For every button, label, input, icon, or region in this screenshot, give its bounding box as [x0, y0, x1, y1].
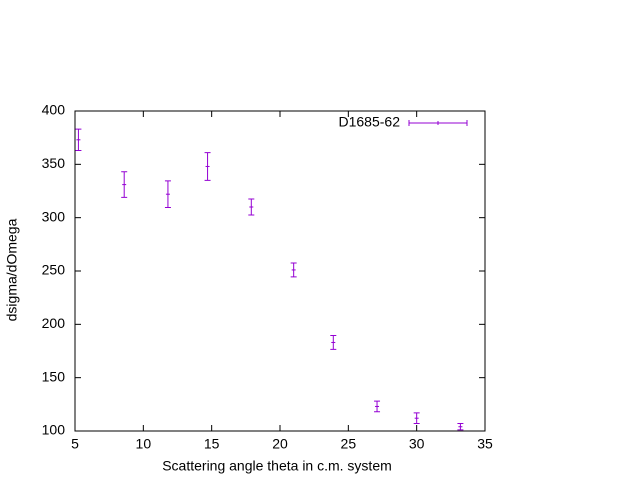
x-tick-label: 20	[272, 436, 288, 452]
x-tick-label: 35	[477, 436, 493, 452]
x-tick-label: 30	[409, 436, 425, 452]
legend-label: D1685-62	[339, 114, 401, 130]
y-axis-label: dsigma/dOmega	[4, 218, 20, 321]
y-tick-label: 350	[42, 155, 66, 171]
x-tick-label: 25	[341, 436, 357, 452]
y-tick-label: 150	[42, 368, 66, 384]
plot-frame	[74, 110, 486, 432]
y-tick-label: 300	[42, 208, 66, 224]
legend-sample	[408, 120, 468, 126]
y-tick-label: 250	[42, 262, 66, 278]
x-tick-label: 15	[204, 436, 220, 452]
y-tick-label: 100	[42, 422, 66, 438]
x-tick-label: 5	[71, 436, 79, 452]
y-tick-label: 200	[42, 315, 66, 331]
x-axis-label: Scattering angle theta in c.m. system	[162, 458, 392, 474]
y-tick-label: 400	[42, 102, 66, 118]
x-tick-label: 10	[136, 436, 152, 452]
